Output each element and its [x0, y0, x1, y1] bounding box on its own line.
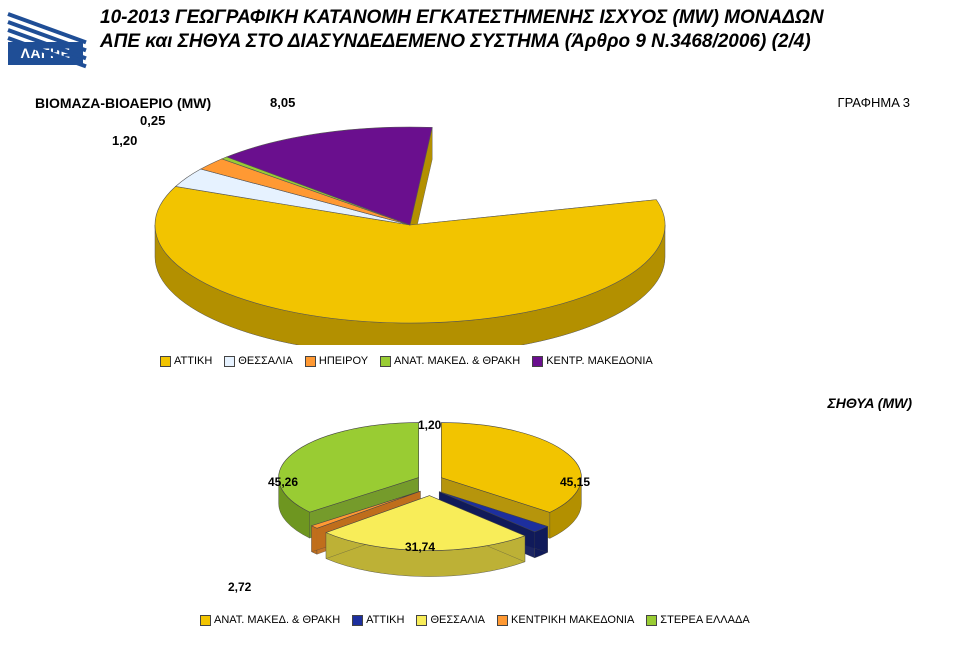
page: ΛΑΓΗΕ 10-2013 ΓΕΩΓΡΑΦΙΚΗ ΚΑΤΑΝΟΜΗ ΕΓΚΑΤΕ… [0, 0, 960, 645]
legend-item: ΑΤΤΙΚΗ [352, 614, 404, 626]
chart2-label-120: 1,20 [418, 418, 441, 432]
legend-item: ΚΕΝΤΡ. ΜΑΚΕΔΟΝΙΑ [532, 355, 653, 367]
chart2-legend: ΑΝΑΤ. ΜΑΚΕΔ. & ΘΡΑΚΗ ΑΤΤΙΚΗ ΘΕΣΣΑΛΙΑ ΚΕΝΤΡΙ… [200, 614, 762, 626]
legend-item: ΚΕΝΤΡΙΚΗ ΜΑΚΕΔΟΝΙΑ [497, 614, 634, 626]
title-line-1: 10-2013 ΓΕΩΓΡΑΦΙΚΗ ΚΑΤΑΝΟΜΗ ΕΓΚΑΤΕΣΤΗΜΕΝ… [100, 7, 824, 28]
legend-item: ΣΤΕΡΕΑ ΕΛΛΑΔΑ [646, 614, 749, 626]
legend-item: ΘΕΣΣΑΛΙΑ [224, 355, 293, 367]
logo-stripes-icon [8, 8, 83, 42]
chart2-label-272: 2,72 [228, 580, 251, 594]
legend-item: ΑΝΑΤ. ΜΑΚΕΔ. & ΘΡΑΚΗ [200, 614, 340, 626]
legend-item: ΑΤΤΙΚΗ [160, 355, 212, 367]
legend-item: ΑΝΑΤ. ΜΑΚΕΔ. & ΘΡΑΚΗ [380, 355, 520, 367]
chart2-label-4515: 45,15 [560, 475, 590, 489]
chart2-title: ΣΗΘΥΑ (MW) [828, 395, 912, 411]
chart1-pie [145, 95, 675, 345]
legend-item: ΘΕΣΣΑΛΙΑ [416, 614, 485, 626]
logo: ΛΑΓΗΕ [8, 8, 83, 65]
title-line-2: ΑΠΕ και ΣΗΘΥΑ ΣΤΟ ΔΙΑΣΥΝΔΕΔΕΜΕΝΟ ΣΥΣΤΗΜΑ… [100, 31, 811, 52]
page-title: 10-2013 ΓΕΩΓΡΑΦΙΚΗ ΚΑΤΑΝΟΜΗ ΕΓΚΑΤΕΣΤΗΜΕΝ… [100, 6, 950, 54]
legend-item: ΗΠΕΙΡΟΥ [305, 355, 368, 367]
chart2-label-4526: 45,26 [268, 475, 298, 489]
chart1-legend: ΑΤΤΙΚΗ ΘΕΣΣΑΛΙΑ ΗΠΕΙΡΟΥ ΑΝΑΤ. ΜΑΚΕΔ. & ΘΡΑΚ… [160, 355, 665, 367]
chart1-label-120: 1,20 [112, 133, 137, 148]
grafima-label: ΓΡΑΦΗΜΑ 3 [837, 95, 910, 110]
chart2-pie [200, 415, 660, 585]
chart2-label-3174: 31,74 [405, 540, 435, 554]
